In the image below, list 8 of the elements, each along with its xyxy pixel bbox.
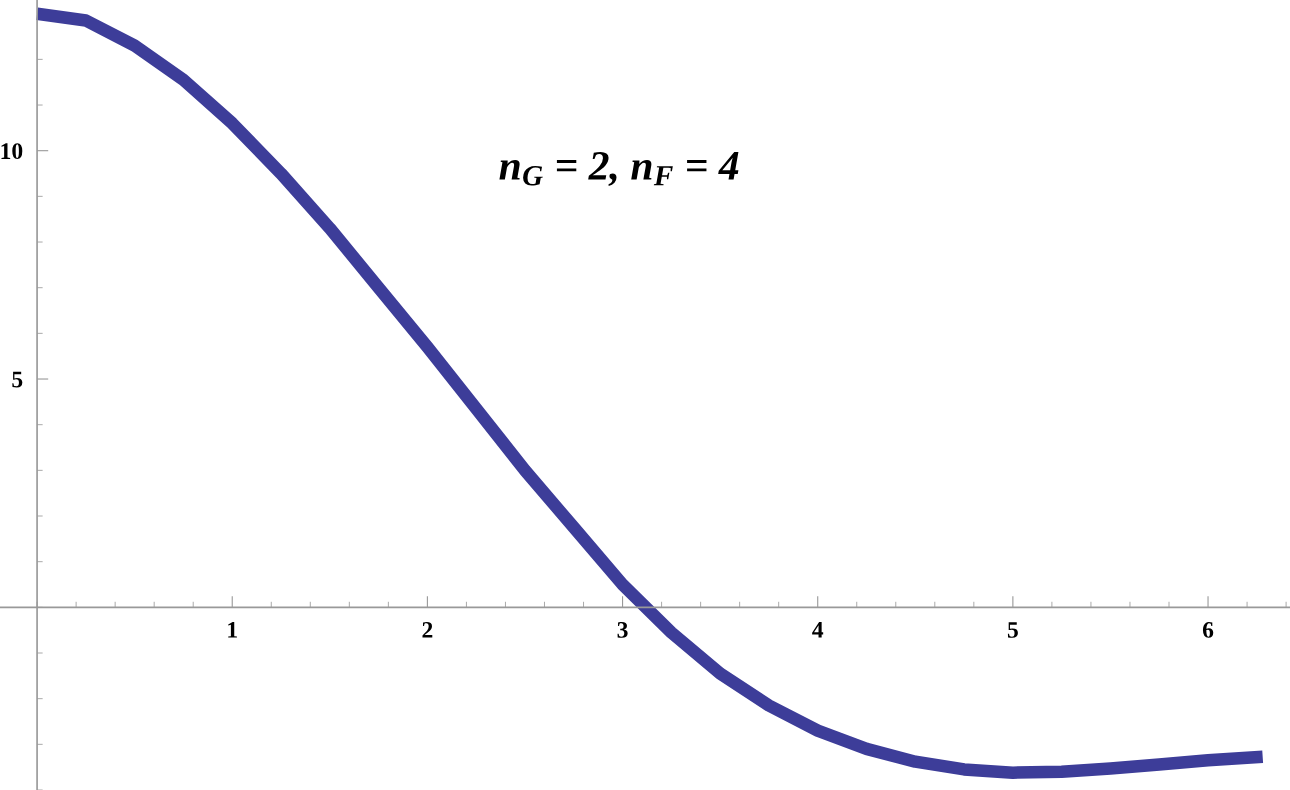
x-tick-label: 2 bbox=[422, 621, 433, 638]
annotation: n$_{G}$ = 2, n$_{F}$ = 4 bbox=[499, 151, 739, 186]
x-tick-label: 1 bbox=[228, 622, 237, 638]
x-tick-label: 6 bbox=[1202, 621, 1214, 638]
x-tick-label: 4 bbox=[812, 622, 824, 638]
y-tick-label: 10 bbox=[1, 143, 23, 160]
x-tick-label: 3 bbox=[617, 621, 628, 638]
x-tick-label: 5 bbox=[1007, 622, 1018, 638]
